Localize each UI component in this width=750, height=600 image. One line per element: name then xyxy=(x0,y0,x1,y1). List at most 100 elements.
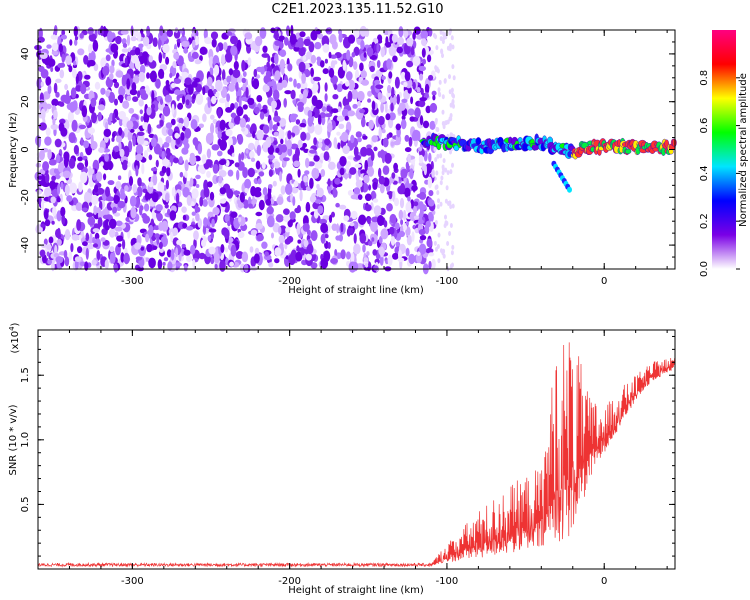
noise-blob xyxy=(183,264,188,272)
noise-blob xyxy=(371,100,376,111)
noise-blob xyxy=(75,73,79,84)
noise-blob xyxy=(359,233,367,244)
noise-blob xyxy=(428,212,434,221)
noise-blob xyxy=(265,198,272,206)
noise-blob xyxy=(55,91,60,98)
noise-blob xyxy=(124,185,129,192)
noise-blob xyxy=(120,252,125,263)
noise-blob xyxy=(148,55,154,63)
noise-blob xyxy=(82,241,88,247)
noise-blob xyxy=(105,90,110,97)
noise-blob xyxy=(52,42,59,52)
noise-blob xyxy=(85,247,89,260)
spectrogram-xlabel: Height of straight line (km) xyxy=(288,285,424,296)
noise-blob xyxy=(136,186,143,198)
noise-blob xyxy=(398,209,404,220)
noise-blob xyxy=(184,159,189,172)
noise-blob xyxy=(302,55,307,61)
noise-blob xyxy=(289,211,296,220)
noise-blob xyxy=(153,225,160,231)
noise-blob xyxy=(302,222,310,232)
noise-blob xyxy=(391,86,395,98)
noise-blob xyxy=(138,71,146,83)
noise-blob xyxy=(256,95,263,103)
noise-blob xyxy=(329,34,337,45)
noise-blob xyxy=(371,237,375,242)
noise-blob xyxy=(322,43,330,53)
x-tick-label: -300 xyxy=(121,576,144,587)
noise-blob xyxy=(325,28,331,33)
noise-blob xyxy=(267,154,276,160)
noise-blob xyxy=(100,161,104,167)
noise-blob xyxy=(164,94,172,103)
noise-blob xyxy=(237,199,241,205)
noise-blob xyxy=(215,45,220,53)
noise-blob xyxy=(217,108,222,119)
noise-blob xyxy=(340,222,344,233)
noise-blob xyxy=(271,232,274,239)
noise-blob xyxy=(242,167,249,179)
noise-blob xyxy=(77,246,83,254)
noise-blob xyxy=(403,81,408,88)
noise-blob xyxy=(203,187,210,198)
noise-blob xyxy=(346,161,351,168)
noise-blob xyxy=(92,236,96,244)
noise-blob xyxy=(92,228,100,233)
noise-blob xyxy=(451,244,455,250)
noise-blob xyxy=(232,69,241,79)
noise-blob xyxy=(162,191,166,197)
noise-blob xyxy=(273,140,278,146)
noise-blob xyxy=(122,162,128,171)
noise-blob xyxy=(147,123,152,135)
noise-blob xyxy=(162,105,171,117)
noise-blob xyxy=(302,89,308,99)
noise-blob xyxy=(241,77,246,84)
noise-blob xyxy=(108,160,113,171)
noise-blob xyxy=(436,190,440,196)
noise-blob xyxy=(354,155,361,161)
noise-blob xyxy=(109,65,115,74)
noise-blob xyxy=(416,87,421,93)
noise-blob xyxy=(321,106,327,112)
noise-blob xyxy=(420,29,429,40)
noise-blob xyxy=(452,93,455,99)
noise-blob xyxy=(66,195,73,202)
signal-cell xyxy=(672,138,677,147)
noise-blob xyxy=(399,197,405,209)
noise-blob xyxy=(308,149,317,154)
noise-blob xyxy=(249,126,254,134)
noise-blob xyxy=(285,183,293,195)
noise-blob xyxy=(437,87,441,93)
noise-blob xyxy=(434,117,438,123)
noise-blob xyxy=(112,131,116,139)
noise-blob xyxy=(69,39,73,46)
noise-blob xyxy=(173,52,180,60)
noise-blob xyxy=(121,38,127,45)
noise-blob xyxy=(166,166,171,177)
noise-blob xyxy=(331,211,335,218)
noise-blob xyxy=(230,112,237,119)
noise-blob xyxy=(126,34,131,46)
noise-blob xyxy=(332,94,339,100)
noise-blob xyxy=(165,56,170,65)
noise-blob xyxy=(351,51,356,58)
noise-blob xyxy=(418,154,424,164)
noise-blob xyxy=(327,161,336,170)
noise-blob xyxy=(327,122,333,133)
noise-blob xyxy=(448,74,451,80)
noise-blob xyxy=(334,177,341,185)
noise-blob xyxy=(139,109,143,115)
noise-blob xyxy=(122,43,128,48)
noise-blob xyxy=(336,115,345,122)
noise-blob xyxy=(71,234,80,241)
noise-blob xyxy=(306,243,314,255)
noise-blob xyxy=(310,230,318,242)
noise-blob xyxy=(435,45,439,51)
noise-blob xyxy=(241,127,246,132)
noise-blob xyxy=(46,44,52,49)
noise-blob xyxy=(421,47,426,58)
noise-blob xyxy=(381,154,386,164)
noise-blob xyxy=(303,239,309,248)
noise-blob xyxy=(388,190,393,200)
noise-blob xyxy=(193,230,199,241)
